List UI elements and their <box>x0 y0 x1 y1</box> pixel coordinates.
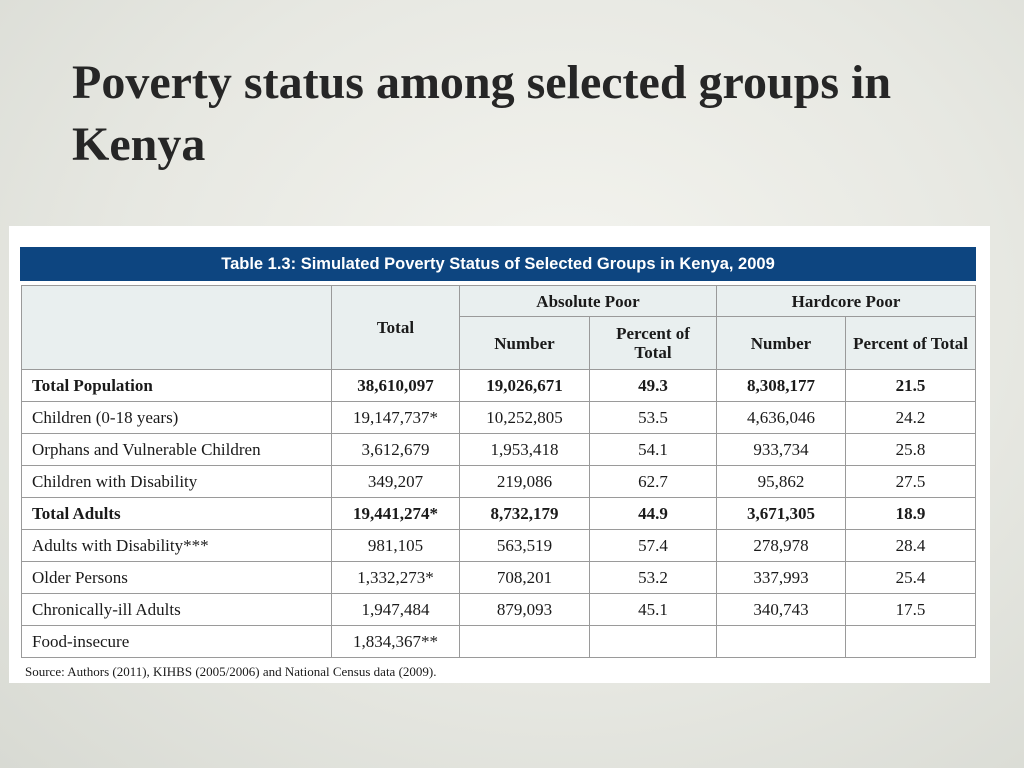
cell-hardcore-percent: 21.5 <box>845 369 977 402</box>
cell-absolute-percent: 57.4 <box>588 529 718 562</box>
cell-hardcore-percent: 27.5 <box>845 465 977 498</box>
table-row: Adults with Disability*** 981,105 563,519 5… <box>21 529 977 562</box>
header-hardcore-poor: Hardcore Poor <box>716 285 977 317</box>
cell-hardcore-percent: 28.4 <box>845 529 977 562</box>
cell-total: 1,947,484 <box>331 593 460 626</box>
table-row: Children with Disability 349,207 219,086 62… <box>21 465 977 498</box>
table-body: Total Population 38,610,097 19,026,671 49.3… <box>21 369 977 658</box>
cell-absolute-percent: 62.7 <box>588 465 718 498</box>
cell-total: 1,332,273* <box>331 561 460 594</box>
header-hardcore-number: Number <box>716 316 847 370</box>
cell-group: Children (0-18 years) <box>21 401 332 434</box>
cell-total: 349,207 <box>331 465 460 498</box>
cell-absolute-number <box>459 625 590 658</box>
cell-hardcore-number: 933,734 <box>716 433 847 466</box>
header-hardcore-percent: Percent of Total <box>845 316 977 370</box>
cell-group: Total Adults <box>21 497 332 530</box>
cell-total: 19,147,737* <box>331 401 460 434</box>
header-group-label <box>21 285 332 370</box>
cell-hardcore-number <box>716 625 847 658</box>
cell-hardcore-number: 3,671,305 <box>716 497 847 530</box>
table-row: Orphans and Vulnerable Children 3,612,679… <box>21 433 977 466</box>
cell-hardcore-number: 4,636,046 <box>716 401 847 434</box>
cell-absolute-number: 1,953,418 <box>459 433 590 466</box>
table-header-row-measures: Number Percent of Total Number Percent o… <box>22 316 977 370</box>
cell-absolute-number: 219,086 <box>459 465 590 498</box>
cell-hardcore-number: 8,308,177 <box>716 369 847 402</box>
cell-total: 1,834,367** <box>331 625 460 658</box>
table-row: Older Persons 1,332,273* 708,201 53.2 337,99… <box>21 561 977 594</box>
slide-title: Poverty status among selected groups in … <box>72 56 892 171</box>
cell-group: Chronically-ill Adults <box>21 593 332 626</box>
cell-total: 981,105 <box>331 529 460 562</box>
cell-hardcore-percent: 25.4 <box>845 561 977 594</box>
table-row: Total Population 38,610,097 19,026,671 49.3… <box>21 369 977 402</box>
cell-absolute-percent: 44.9 <box>588 497 718 530</box>
cell-hardcore-percent <box>845 625 977 658</box>
cell-absolute-percent: 45.1 <box>588 593 718 626</box>
table-row: Food-insecure 1,834,367** <box>21 625 977 658</box>
cell-group: Older Persons <box>21 561 332 594</box>
cell-group: Adults with Disability*** <box>21 529 332 562</box>
cell-group: Food-insecure <box>21 625 332 658</box>
cell-hardcore-percent: 25.8 <box>845 433 977 466</box>
cell-hardcore-percent: 24.2 <box>845 401 977 434</box>
cell-absolute-number: 19,026,671 <box>459 369 590 402</box>
cell-hardcore-number: 278,978 <box>716 529 847 562</box>
table-row: Children (0-18 years) 19,147,737* 10,252,8… <box>21 401 977 434</box>
cell-hardcore-number: 340,743 <box>716 593 847 626</box>
cell-absolute-percent: 54.1 <box>588 433 718 466</box>
cell-group: Total Population <box>21 369 332 402</box>
cell-group: Orphans and Vulnerable Children <box>21 433 332 466</box>
cell-absolute-number: 8,732,179 <box>459 497 590 530</box>
header-absolute-percent: Percent of Total <box>588 316 718 370</box>
table-row: Total Adults 19,441,274* 8,732,179 44.9 3,67… <box>21 497 977 530</box>
cell-hardcore-number: 337,993 <box>716 561 847 594</box>
header-absolute-number: Number <box>459 316 590 370</box>
cell-absolute-percent <box>588 625 718 658</box>
cell-absolute-number: 708,201 <box>459 561 590 594</box>
cell-total: 19,441,274* <box>331 497 460 530</box>
cell-total: 38,610,097 <box>331 369 460 402</box>
header-absolute-poor: Absolute Poor <box>458 285 718 317</box>
table-caption: Table 1.3: Simulated Poverty Status of S… <box>20 247 976 281</box>
cell-hardcore-number: 95,862 <box>716 465 847 498</box>
cell-absolute-percent: 49.3 <box>588 369 718 402</box>
header-total: Total <box>331 285 460 370</box>
cell-hardcore-percent: 18.9 <box>845 497 977 530</box>
cell-total: 3,612,679 <box>331 433 460 466</box>
cell-absolute-percent: 53.5 <box>588 401 718 434</box>
cell-absolute-number: 10,252,805 <box>459 401 590 434</box>
table-source-note: Source: Authors (2011), KIHBS (2005/2006… <box>25 664 437 679</box>
table-row: Chronically-ill Adults 1,947,484 879,093 45… <box>21 593 977 626</box>
cell-absolute-number: 879,093 <box>459 593 590 626</box>
cell-absolute-number: 563,519 <box>459 529 590 562</box>
poverty-table-figure: Table 1.3: Simulated Poverty Status of S… <box>9 226 990 683</box>
cell-absolute-percent: 53.2 <box>588 561 718 594</box>
table-header-row-groups: Total Absolute Poor Hardcore Poor <box>21 285 977 370</box>
cell-group: Children with Disability <box>21 465 332 498</box>
cell-hardcore-percent: 17.5 <box>845 593 977 626</box>
poverty-table: Total Absolute Poor Hardcore Poor Number… <box>21 285 977 658</box>
